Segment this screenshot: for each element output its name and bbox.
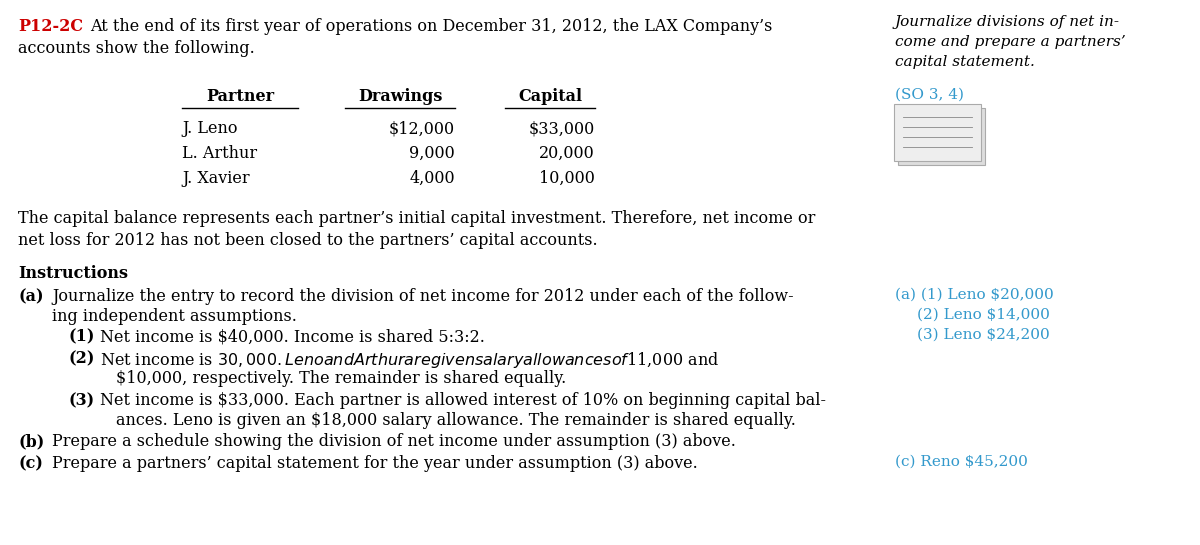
Text: 4,000: 4,000 — [409, 170, 455, 187]
Text: The capital balance represents each partner’s initial capital investment. Theref: The capital balance represents each part… — [18, 210, 815, 227]
Text: $33,000: $33,000 — [529, 120, 595, 137]
Text: 20,000: 20,000 — [539, 145, 595, 162]
Text: (3): (3) — [68, 392, 94, 409]
Text: 10,000: 10,000 — [539, 170, 595, 187]
Text: Net income is $33,000. Each partner is allowed interest of 10% on beginning capi: Net income is $33,000. Each partner is a… — [100, 392, 826, 409]
Text: $10,000, respectively. The remainder is shared equally.: $10,000, respectively. The remainder is … — [116, 370, 566, 387]
Text: capital statement.: capital statement. — [895, 55, 1034, 69]
Text: Prepare a partners’ capital statement for the year under assumption (3) above.: Prepare a partners’ capital statement fo… — [52, 455, 697, 472]
FancyBboxPatch shape — [894, 104, 982, 161]
Text: Net income is $40,000. Income is shared 5:3:2.: Net income is $40,000. Income is shared … — [100, 328, 485, 345]
FancyBboxPatch shape — [898, 108, 985, 165]
Text: Instructions: Instructions — [18, 265, 128, 282]
Text: (3) Leno $24,200: (3) Leno $24,200 — [917, 328, 1050, 342]
Text: Prepare a schedule showing the division of net income under assumption (3) above: Prepare a schedule showing the division … — [52, 433, 736, 450]
Text: Drawings: Drawings — [358, 88, 442, 105]
Text: At the end of its first year of operations on December 31, 2012, the LAX Company: At the end of its first year of operatio… — [90, 18, 773, 35]
Text: (c) Reno $45,200: (c) Reno $45,200 — [895, 455, 1028, 469]
Text: ances. Leno is given an $18,000 salary allowance. The remainder is shared equall: ances. Leno is given an $18,000 salary a… — [116, 412, 796, 429]
Text: $12,000: $12,000 — [389, 120, 455, 137]
Text: Capital: Capital — [518, 88, 582, 105]
Text: Journalize divisions of net in-: Journalize divisions of net in- — [895, 15, 1120, 29]
Text: J. Xavier: J. Xavier — [182, 170, 250, 187]
Text: (b): (b) — [18, 433, 44, 450]
Text: (2): (2) — [68, 350, 95, 367]
Text: (a): (a) — [18, 288, 43, 305]
Text: Journalize the entry to record the division of net income for 2012 under each of: Journalize the entry to record the divis… — [52, 288, 793, 305]
Text: (2) Leno $14,000: (2) Leno $14,000 — [917, 308, 1050, 322]
Text: come and prepare a partners’: come and prepare a partners’ — [895, 35, 1126, 49]
Text: (SO 3, 4): (SO 3, 4) — [895, 88, 964, 102]
Text: ing independent assumptions.: ing independent assumptions. — [52, 308, 296, 325]
Text: 9,000: 9,000 — [409, 145, 455, 162]
Text: J. Leno: J. Leno — [182, 120, 238, 137]
Text: net loss for 2012 has not been closed to the partners’ capital accounts.: net loss for 2012 has not been closed to… — [18, 232, 598, 249]
Text: (a) (1) Leno $20,000: (a) (1) Leno $20,000 — [895, 288, 1054, 302]
Text: Partner: Partner — [206, 88, 274, 105]
Text: Net income is $30,000. Leno and Arthur are given salary allowances of $11,000 an: Net income is $30,000. Leno and Arthur a… — [100, 350, 719, 370]
Text: P12-2C: P12-2C — [18, 18, 83, 35]
Text: L. Arthur: L. Arthur — [182, 145, 257, 162]
Text: accounts show the following.: accounts show the following. — [18, 40, 254, 57]
Text: (c): (c) — [18, 455, 43, 472]
Text: (1): (1) — [68, 328, 95, 345]
